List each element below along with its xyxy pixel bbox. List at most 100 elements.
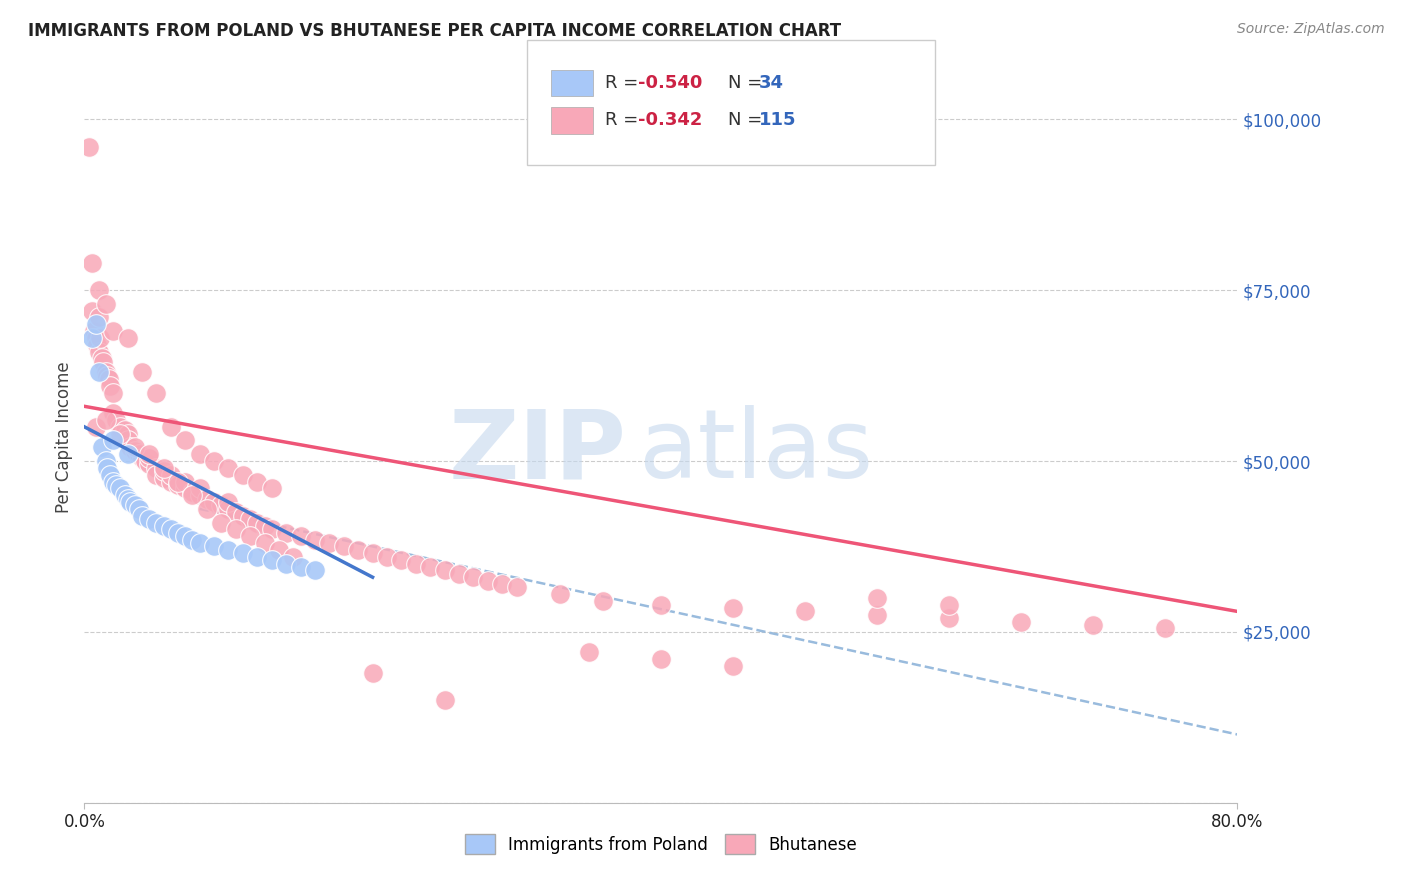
Y-axis label: Per Capita Income: Per Capita Income [55, 361, 73, 513]
Point [506, 581, 529, 595]
Point [267, 542, 290, 557]
Point [124, 443, 146, 458]
Point [578, 645, 600, 659]
Point [218, 495, 240, 509]
Point [124, 499, 146, 513]
Point [188, 488, 211, 502]
Point [160, 475, 183, 489]
Point [463, 570, 485, 584]
Point [391, 553, 413, 567]
Point [433, 693, 456, 707]
Point [304, 533, 326, 547]
Point [86, 338, 108, 352]
Point [103, 434, 124, 448]
Point [167, 475, 190, 489]
Point [246, 475, 269, 489]
Text: 115: 115 [759, 112, 797, 129]
Point [103, 475, 124, 489]
Point [94, 365, 117, 379]
Point [304, 563, 326, 577]
Point [938, 598, 960, 612]
Point [120, 495, 142, 509]
Point [361, 546, 384, 560]
Point [218, 501, 240, 516]
Point [253, 536, 276, 550]
Point [290, 560, 312, 574]
Point [90, 351, 112, 366]
Point [218, 460, 240, 475]
Point [87, 283, 110, 297]
Point [347, 542, 370, 557]
Point [361, 665, 384, 680]
Point [83, 324, 105, 338]
Text: N =: N = [728, 74, 768, 92]
Point [97, 372, 120, 386]
Point [145, 460, 167, 475]
Point [276, 557, 298, 571]
Point [98, 379, 121, 393]
Point [120, 440, 142, 454]
Point [98, 467, 121, 482]
Point [167, 525, 190, 540]
Point [188, 481, 211, 495]
Point [152, 471, 174, 485]
Point [225, 505, 247, 519]
Point [103, 406, 124, 420]
Point [195, 501, 218, 516]
Point [87, 365, 110, 379]
Point [80, 303, 103, 318]
Point [188, 536, 211, 550]
Point [794, 604, 817, 618]
Point [152, 464, 174, 478]
Point [225, 522, 247, 536]
Point [117, 426, 139, 441]
Point [491, 577, 513, 591]
Text: R =: R = [605, 112, 644, 129]
Point [276, 525, 298, 540]
Text: N =: N = [728, 112, 768, 129]
Point [174, 481, 197, 495]
Legend: Immigrants from Poland, Bhutanese: Immigrants from Poland, Bhutanese [458, 828, 863, 860]
Point [160, 467, 183, 482]
Point [145, 385, 167, 400]
Point [721, 601, 744, 615]
Point [260, 522, 283, 536]
Point [80, 256, 103, 270]
Text: -0.342: -0.342 [638, 112, 703, 129]
Point [239, 512, 262, 526]
Point [138, 447, 160, 461]
Point [290, 529, 312, 543]
Point [202, 495, 225, 509]
Point [433, 563, 456, 577]
Point [188, 447, 211, 461]
Point [477, 574, 499, 588]
Text: R =: R = [605, 74, 644, 92]
Point [77, 139, 100, 153]
Point [449, 566, 471, 581]
Point [87, 344, 110, 359]
Point [650, 652, 672, 666]
Point [246, 549, 269, 564]
Point [405, 557, 427, 571]
Point [318, 536, 340, 550]
Point [209, 499, 232, 513]
Point [152, 460, 174, 475]
Point [117, 447, 139, 461]
Point [89, 331, 111, 345]
Point [209, 516, 232, 530]
Point [1154, 622, 1177, 636]
Point [94, 454, 117, 468]
Point [138, 512, 160, 526]
Point [232, 546, 254, 560]
Point [232, 508, 254, 523]
Point [160, 522, 183, 536]
Point [131, 508, 153, 523]
Point [103, 324, 124, 338]
Point [110, 426, 132, 441]
Text: atlas: atlas [638, 405, 873, 499]
Point [110, 481, 132, 495]
Point [117, 434, 139, 448]
Point [548, 587, 571, 601]
Point [866, 607, 889, 622]
Point [181, 488, 204, 502]
